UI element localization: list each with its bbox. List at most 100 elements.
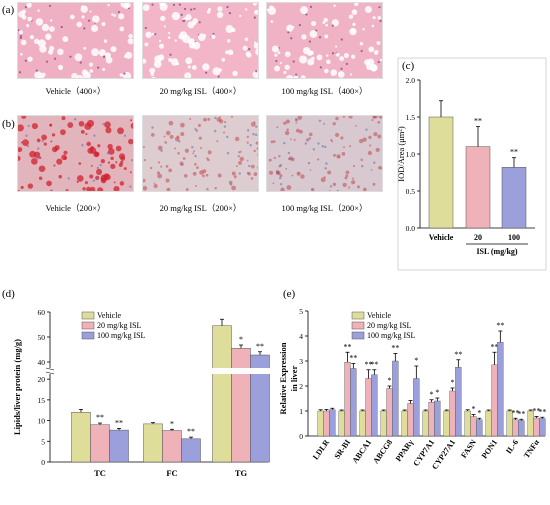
lipid-mark [340, 136, 344, 140]
significance-label: * [472, 405, 476, 414]
significance-label: ** [533, 407, 541, 416]
vacuole-mark [38, 76, 45, 78]
nucleus-mark [317, 142, 320, 145]
nucleus-mark [66, 190, 69, 191]
vacuole-mark [362, 28, 365, 31]
lipid-mark [61, 154, 67, 161]
nucleus-mark [308, 40, 311, 43]
lipid-mark [290, 138, 292, 141]
lipid-mark [143, 185, 148, 191]
vacuole-mark [91, 48, 99, 57]
nucleus-mark [304, 142, 307, 145]
nucleus-mark [27, 124, 30, 128]
lipid-mark [257, 166, 258, 169]
lipid-mark [279, 174, 283, 178]
bar [386, 388, 393, 437]
lipid-mark [246, 159, 249, 162]
bar [392, 360, 399, 437]
nucleus-mark [226, 152, 230, 155]
nucleus-mark [178, 3, 181, 6]
lipid-mark [360, 158, 363, 162]
nucleus-mark [102, 55, 106, 58]
y-tick-label: 5 [299, 307, 303, 316]
vacuole-mark [74, 53, 83, 62]
bar [506, 410, 513, 437]
vacuole-mark [70, 14, 75, 20]
nucleus-mark [331, 24, 334, 27]
vacuole-mark [192, 21, 197, 26]
vacuole-mark [246, 52, 252, 58]
nucleus-mark [206, 188, 209, 191]
lipid-mark [97, 187, 104, 191]
vacuole-mark [150, 72, 155, 77]
lipid-mark [358, 139, 364, 144]
axis-break-mark [45, 371, 55, 375]
vacuole-mark [103, 39, 108, 43]
significance-label: ** [496, 321, 504, 330]
panel-label-d: (d) [2, 288, 15, 300]
vacuole-mark [301, 34, 307, 40]
bar [162, 430, 182, 463]
vacuole-mark [107, 3, 110, 7]
lipid-mark [257, 190, 258, 191]
vacuole-mark [310, 56, 315, 61]
legend-swatch [351, 311, 365, 320]
lipid-mark [86, 141, 91, 147]
lipid-mark [284, 130, 290, 136]
nucleus-mark [205, 71, 208, 74]
y-tick-label: 0.0 [406, 224, 416, 233]
lipid-mark [143, 178, 146, 183]
significance-label: ** [391, 344, 399, 353]
nucleus-mark [180, 13, 183, 16]
significance-label: ** [187, 427, 195, 436]
lipid-mark [246, 141, 249, 144]
lipid-mark [89, 186, 96, 191]
lipid-mark [31, 158, 38, 165]
bar [533, 417, 540, 437]
lipid-mark [197, 123, 201, 127]
nucleus-mark [191, 146, 194, 149]
vacuole-mark [76, 21, 83, 28]
vacuole-mark [232, 70, 238, 77]
legend-swatch [81, 331, 95, 340]
vacuole-mark [217, 6, 223, 12]
bar [476, 419, 483, 437]
vacuole-mark [119, 73, 124, 77]
lipid-mark [165, 178, 170, 183]
lipid-mark [38, 165, 46, 173]
lipid-mark [50, 140, 53, 143]
vacuole-mark [252, 3, 258, 6]
lipid-mark [113, 185, 120, 191]
bar [338, 410, 345, 437]
x-tick-label: FASN [459, 438, 478, 460]
lipid-mark [164, 141, 168, 144]
lipid-mark [371, 118, 374, 122]
vacuole-mark [350, 28, 356, 33]
panel-label-b: (b) [2, 118, 15, 130]
nucleus-mark [53, 57, 57, 60]
lipid-mark [160, 165, 163, 168]
lipid-mark [342, 182, 347, 187]
lipid-mark [377, 134, 382, 139]
vacuole-mark [184, 72, 192, 78]
vacuole-mark [18, 30, 23, 35]
lipid-mark [239, 156, 244, 162]
x-tick-label: 100 [508, 233, 520, 242]
lipid-mark [110, 163, 116, 170]
vacuole-mark [47, 36, 50, 39]
vacuole-mark [330, 69, 338, 76]
nucleus-mark [275, 59, 278, 63]
y-axis-label: Lipids/liver protein (mg/g) [12, 339, 22, 435]
vacuole-mark [252, 70, 258, 78]
lipid-mark [157, 145, 163, 151]
lipid-mark [351, 180, 356, 185]
lipid-mark [18, 189, 20, 191]
lipid-mark [348, 186, 351, 189]
lipid-mark [207, 190, 210, 191]
lipid-mark [247, 172, 251, 176]
nucleus-mark [37, 147, 40, 150]
y-tick-label: 0 [299, 432, 303, 441]
lipid-mark [163, 135, 166, 138]
lipid-mark [104, 121, 111, 128]
significance-label: * [451, 378, 455, 387]
